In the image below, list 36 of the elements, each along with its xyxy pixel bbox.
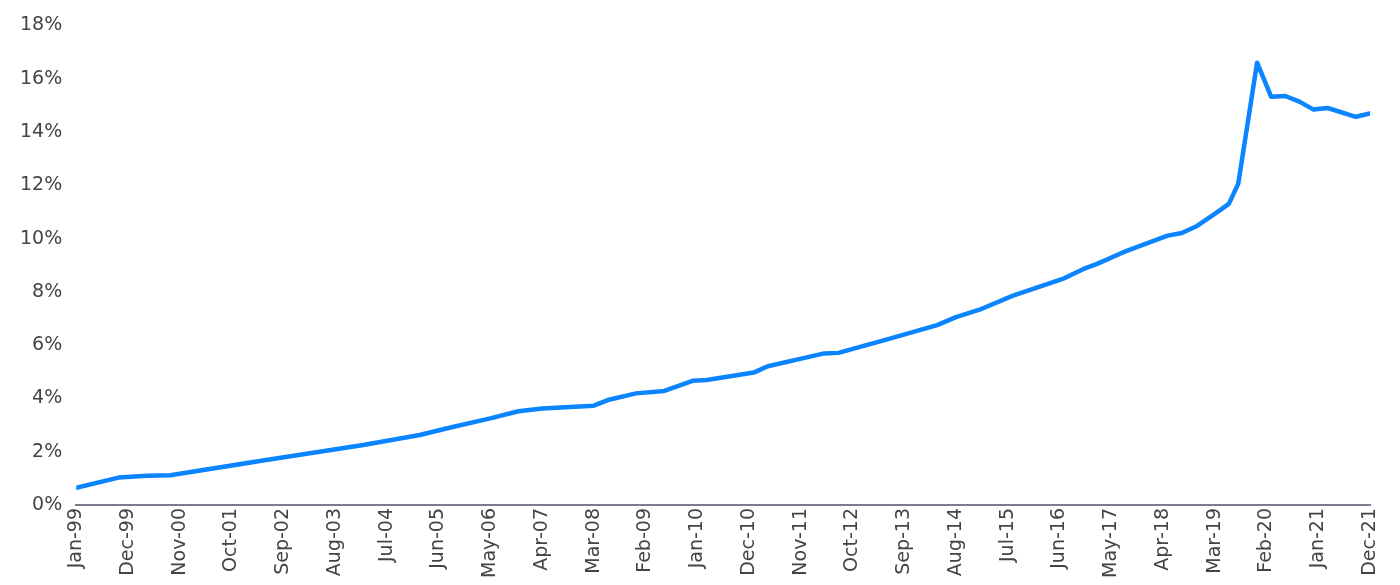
y-tick-label: 16% [20, 65, 63, 88]
x-tick-label: Dec-10 [735, 508, 758, 576]
x-tick-label: Aug-14 [942, 508, 965, 577]
x-tick-label: Jan-99 [63, 508, 86, 570]
x-tick-label: Apr-07 [528, 508, 551, 571]
y-tick-label: 8% [32, 278, 63, 301]
x-tick-label: Jan-21 [1305, 508, 1328, 570]
x-tick-label: Oct-12 [839, 508, 862, 572]
y-tick-label: 10% [20, 225, 63, 248]
x-tick-label: Jan-10 [684, 508, 707, 570]
x-tick-label: Nov-00 [166, 508, 189, 576]
y-tick-label: 12% [20, 172, 63, 195]
x-tick-label: Aug-03 [321, 508, 344, 577]
x-tick-label: Feb-09 [632, 508, 655, 573]
y-tick-label: 18% [20, 12, 63, 35]
x-tick-label: Jun-05 [425, 508, 448, 570]
x-tick-label: May-06 [477, 508, 500, 579]
y-tick-label: 0% [32, 491, 63, 514]
x-tick-label: Sep-13 [891, 508, 914, 575]
y-tick-label: 2% [32, 438, 63, 461]
x-tick-label: Jun-16 [1046, 508, 1069, 570]
x-tick-label: Oct-01 [218, 508, 241, 572]
x-tick-label: Feb-20 [1253, 508, 1276, 573]
y-tick-label: 6% [32, 332, 63, 355]
x-tick-label: Jul-04 [373, 508, 396, 563]
x-tick-label: Sep-02 [270, 508, 293, 575]
x-tick-label: Mar-08 [580, 508, 603, 574]
x-tick-label: Jul-15 [994, 508, 1017, 563]
y-tick-label: 4% [32, 385, 63, 408]
x-tick-label: May-17 [1098, 508, 1121, 579]
x-tick-label: Dec-21 [1356, 508, 1379, 576]
x-tick-label: Nov-11 [787, 508, 810, 576]
x-tick-label: Apr-18 [1149, 508, 1172, 571]
y-tick-label: 14% [20, 118, 63, 141]
x-tick-label: Mar-19 [1201, 508, 1224, 574]
x-tick-label: Dec-99 [114, 508, 137, 576]
